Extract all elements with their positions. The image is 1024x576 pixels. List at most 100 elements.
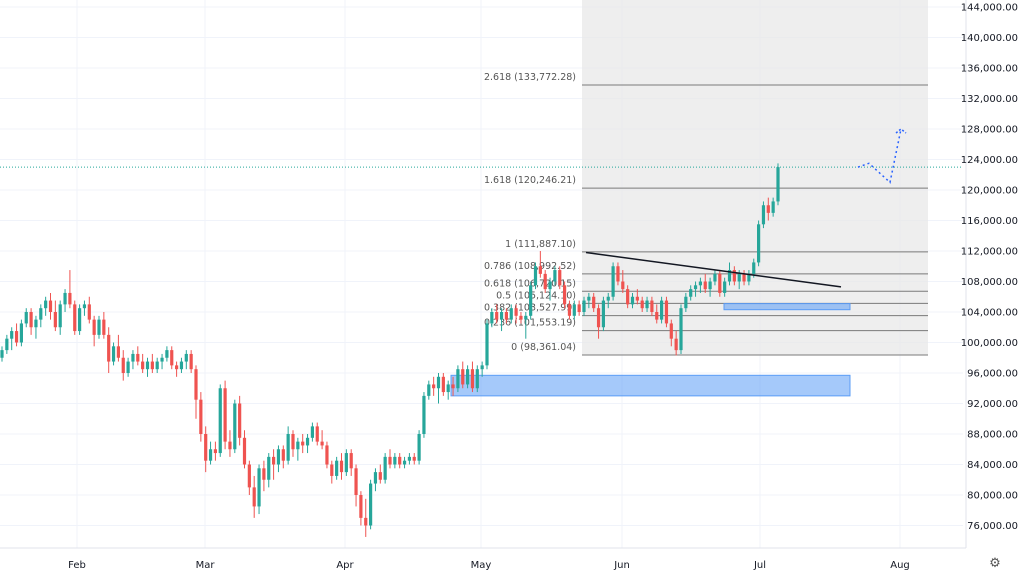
candle-body — [383, 456, 387, 480]
candle-body — [354, 468, 358, 495]
candle-body — [238, 403, 242, 438]
candle-body — [344, 453, 348, 473]
x-tick-label: Jul — [753, 560, 766, 571]
candle-body — [10, 331, 14, 339]
candle-body — [451, 384, 455, 389]
candle-body — [698, 281, 702, 286]
candle-body — [470, 369, 475, 389]
candle-body — [242, 437, 247, 465]
candle-body — [14, 331, 19, 343]
candle-body — [58, 304, 62, 328]
x-tick-label: Mar — [196, 560, 216, 571]
candle-body — [674, 338, 678, 351]
candle-body — [5, 338, 9, 351]
candle-body — [116, 346, 120, 358]
candle-body — [199, 399, 203, 434]
candle-body — [713, 273, 717, 282]
candle-body — [563, 285, 567, 305]
time-axis[interactable]: Feb Mar Apr May Jun Jul Aug — [0, 547, 966, 571]
candle-body — [490, 312, 494, 324]
y-tick-label: 80,000.00 — [967, 491, 1018, 502]
drawings[interactable] — [0, 128, 963, 288]
candle-body — [136, 353, 140, 362]
y-tick-label: 112,000.00 — [961, 247, 1018, 258]
candle-body — [441, 376, 445, 393]
candle-body — [655, 312, 659, 320]
candle-body — [53, 312, 57, 328]
candle-body — [436, 376, 441, 389]
candle-body — [257, 468, 261, 507]
candle-body — [305, 437, 310, 446]
fib-level-label: 0 (98,361.04) — [511, 342, 576, 353]
fibonacci-extension[interactable]: 2.618 (133,772.28) 1.618 (120,246.21) 1 (1… — [484, 0, 928, 356]
candle-body — [184, 353, 188, 362]
candle-body — [310, 426, 314, 438]
candle-body — [194, 369, 198, 400]
candle-body — [373, 472, 378, 484]
candle-body — [160, 357, 164, 362]
price-axis[interactable]: 144,000.00 140,000.00 136,000.00 132,000.00… — [961, 0, 1018, 548]
candle-body — [398, 456, 402, 465]
candle-body — [572, 304, 576, 316]
y-tick-label: 108,000.00 — [961, 277, 1018, 288]
support-zone — [450, 374, 851, 397]
candle-body — [228, 441, 232, 450]
candle-body — [44, 300, 48, 309]
candle-body — [73, 304, 77, 332]
candle-body — [776, 167, 780, 202]
candle-body — [524, 315, 528, 320]
y-tick-label: 120,000.00 — [961, 186, 1018, 197]
y-tick-label: 132,000.00 — [961, 94, 1018, 105]
candle-body — [761, 205, 766, 225]
candle-body — [514, 308, 518, 316]
demand-zones[interactable] — [450, 303, 851, 397]
candle-body — [703, 281, 707, 290]
candle-body — [693, 285, 698, 290]
candle-body — [48, 300, 53, 312]
candle-body — [737, 273, 741, 282]
candle-body — [378, 472, 382, 480]
projection-path — [857, 128, 902, 184]
candle-body — [291, 434, 295, 450]
x-tick-label: May — [471, 560, 492, 571]
candle-body — [213, 449, 217, 454]
fib-level-label: 0.236 (101,553.19) — [484, 318, 576, 329]
candle-body — [349, 453, 353, 469]
candle-body — [233, 403, 237, 450]
candle-body — [388, 456, 392, 465]
candle-body — [533, 266, 538, 286]
settings-gear-icon[interactable]: ⚙ — [989, 556, 1001, 571]
candle-body — [301, 441, 305, 446]
candle-body — [315, 426, 319, 442]
fib-level-label: 0.786 (108,992.52) — [484, 261, 576, 272]
candle-body — [63, 292, 67, 305]
candle-body — [369, 483, 373, 526]
candle-body — [548, 281, 552, 290]
candle-body — [208, 449, 213, 461]
candle-body — [34, 319, 38, 328]
candle-body — [19, 323, 23, 343]
candle-body — [640, 300, 644, 309]
y-tick-label: 104,000.00 — [961, 308, 1018, 319]
candle-body — [223, 388, 227, 442]
candle-body — [417, 434, 421, 461]
candle-body — [446, 384, 450, 393]
candle-body — [272, 456, 276, 465]
candle-body — [601, 300, 605, 328]
y-tick-label: 88,000.00 — [967, 430, 1018, 441]
candle-body — [82, 304, 87, 309]
candle-body — [218, 388, 222, 454]
y-tick-label: 124,000.00 — [961, 155, 1018, 166]
candle-body — [126, 361, 130, 373]
candle-body — [499, 312, 504, 320]
y-tick-label: 76,000.00 — [967, 521, 1018, 532]
fib-background — [582, 0, 928, 355]
candle-body — [538, 266, 542, 274]
candle-body — [616, 266, 620, 282]
candle-body — [247, 464, 251, 488]
candle-body — [553, 270, 557, 282]
retest-zone — [723, 303, 851, 311]
candle-body — [276, 449, 281, 465]
candle-body — [92, 319, 96, 335]
